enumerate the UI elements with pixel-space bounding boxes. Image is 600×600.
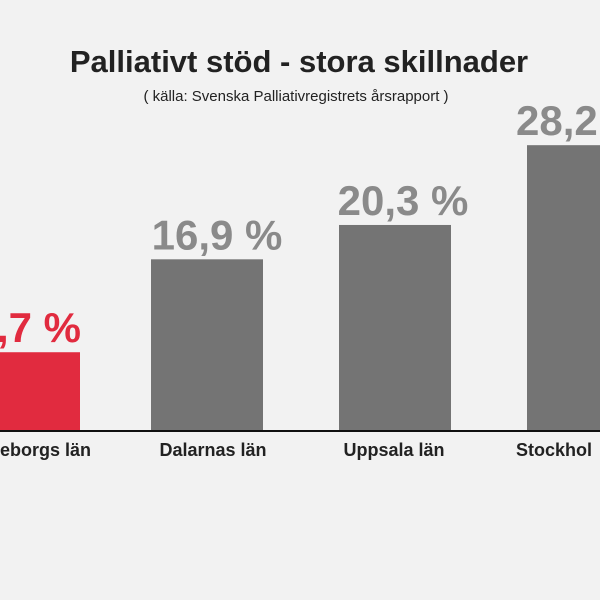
value-label: ,7 % bbox=[0, 304, 81, 351]
category-label: Stockhol bbox=[516, 440, 592, 460]
category-label: eborgs län bbox=[0, 440, 91, 460]
category-label: Dalarnas län bbox=[159, 440, 266, 460]
bar bbox=[0, 352, 80, 430]
chart-title: Palliativt stöd - stora skillnader bbox=[70, 44, 528, 79]
value-label: 16,9 % bbox=[152, 211, 283, 258]
category-label: Uppsala län bbox=[343, 440, 444, 460]
chart-subtitle: ( källa: Svenska Palliativregistrets års… bbox=[143, 88, 448, 105]
value-label: 28,2 bbox=[516, 97, 598, 144]
bar bbox=[151, 259, 263, 430]
bar bbox=[527, 145, 600, 430]
value-label: 20,3 % bbox=[338, 177, 469, 224]
bar bbox=[339, 224, 451, 430]
